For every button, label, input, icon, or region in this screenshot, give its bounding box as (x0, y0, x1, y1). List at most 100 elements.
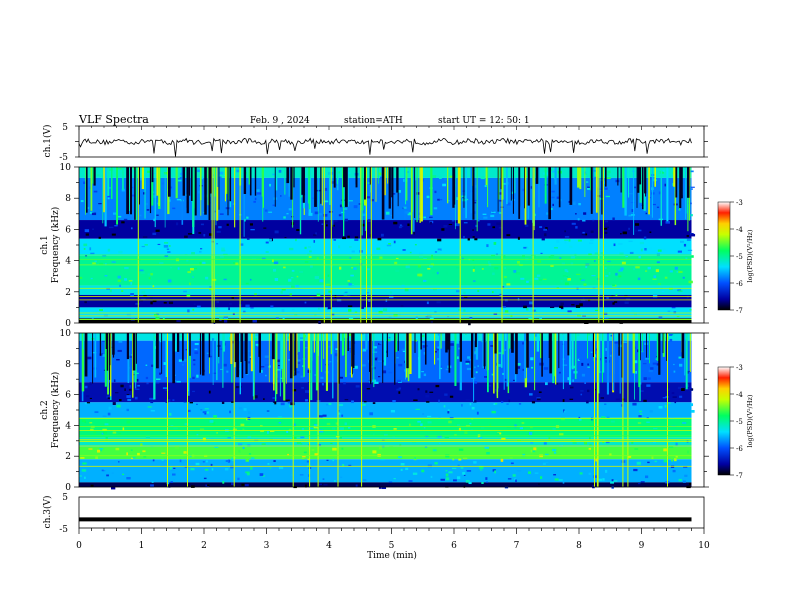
spectrogram-speckle (261, 257, 266, 260)
spectrogram-speckle (348, 200, 353, 202)
spectrogram-speckle (308, 246, 311, 248)
spectrogram-speckle (231, 457, 234, 460)
spectrogram-speckle (280, 377, 284, 379)
spectrogram-speckle (299, 289, 303, 291)
spectrogram-speckle (92, 262, 96, 265)
spectrogram-speckle (223, 278, 227, 281)
spectrogram-speckle (457, 424, 461, 427)
spectrogram-speckle (637, 422, 642, 424)
spectrogram-speckle (625, 298, 631, 300)
spectrogram-speckle (118, 432, 122, 435)
spectrogram-dark-streak (386, 333, 388, 358)
spectrogram-speckle (539, 226, 543, 228)
spectrogram-dark-streak (204, 167, 207, 215)
spectrogram-speckle (304, 261, 309, 263)
spectrogram-speckle (594, 354, 596, 358)
spectrogram-speckle (632, 402, 637, 406)
spectrogram-speckle (115, 392, 119, 394)
spectrogram-speckle (223, 316, 229, 320)
spectrogram-speckle (532, 309, 536, 312)
spectrogram-speckle (181, 363, 185, 366)
spectrogram-speckle (124, 278, 128, 281)
spectrogram-speckle (439, 176, 442, 179)
spectrogram-speckle (238, 407, 243, 410)
spectrogram-dark-streak (515, 333, 518, 375)
spectrogram-speckle (545, 382, 548, 386)
spectrogram-speckle (649, 410, 653, 413)
spectrogram-speckle (612, 217, 615, 221)
spectrogram-dark-streak (191, 167, 193, 201)
spectrogram-speckle (416, 192, 420, 195)
spectrogram-speckle (126, 420, 131, 424)
spectrogram-speckle (585, 233, 588, 236)
spectrogram-speckle (662, 397, 667, 399)
spectrogram-speckle (157, 243, 161, 245)
spectrogram-speckle (682, 276, 685, 279)
spectrogram-speckle (465, 360, 470, 364)
spectrogram-speckle (493, 313, 498, 315)
spectrogram-speckle (520, 277, 525, 280)
spectrogram-speckle (247, 436, 252, 438)
spectrogram-dark-streak (343, 167, 345, 182)
spectrogram-speckle (228, 307, 230, 311)
spectrogram-speckle (245, 458, 249, 462)
spectrogram-speckle (661, 248, 666, 251)
spectrogram-sferic (332, 333, 334, 399)
spectrogram-speckle (562, 399, 565, 402)
spectrogram-dark-streak (397, 333, 399, 351)
spectrogram-speckle (562, 482, 565, 484)
spectrogram-line (79, 455, 692, 457)
spectrogram-speckle (250, 457, 255, 460)
spectrogram-speckle (339, 436, 342, 439)
spectrogram-speckle (657, 249, 662, 252)
spectrogram-dark-streak (105, 333, 108, 349)
spectrogram-speckle (475, 224, 478, 228)
spectrogram-speckle (314, 276, 320, 280)
spectrogram-speckle (207, 438, 212, 440)
spectrogram-speckle (573, 209, 577, 212)
spectrogram-speckle (502, 372, 505, 375)
spectrogram-speckle (591, 275, 596, 277)
spectrogram-speckle (575, 226, 578, 229)
spectrogram-speckle (303, 451, 307, 454)
spectrogram-speckle (671, 307, 676, 309)
spectrogram-speckle (286, 213, 289, 215)
spectrogram-speckle (624, 301, 629, 305)
spectrogram-speckle (635, 370, 637, 374)
spectrogram-sferic (292, 167, 294, 228)
spectrogram-speckle (98, 203, 102, 205)
spectrogram-sferic (638, 333, 640, 388)
spectrogram-speckle (106, 474, 109, 477)
spectrogram-speckle (522, 342, 526, 345)
spectrogram-sferic (275, 167, 278, 191)
spectrogram-speckle (631, 209, 634, 212)
spectrogram-speckle (534, 472, 539, 474)
spectrogram-speckle (140, 271, 145, 274)
spectrogram-sferic (341, 333, 345, 356)
spectrogram-speckle (474, 351, 477, 355)
spectrogram-sferic (215, 167, 217, 226)
spectrogram-speckle (648, 246, 653, 250)
spectrogram-speckle (395, 257, 399, 260)
freq-tick-label: 10 (60, 329, 72, 339)
spectrogram-speckle (676, 316, 680, 318)
spectrogram-speckle (340, 476, 343, 478)
spectrogram-speckle (328, 402, 332, 406)
spectrogram-speckle (560, 280, 563, 283)
spectrogram-speckle (441, 228, 445, 231)
spectrogram-speckle (582, 297, 585, 300)
spectrogram-speckle (107, 196, 110, 200)
spectrogram-speckle (140, 300, 144, 302)
spectrogram-speckle (504, 378, 508, 382)
spectrogram-speckle (679, 395, 683, 398)
spectrogram-speckle (231, 401, 234, 403)
spectrogram-sferic (283, 333, 286, 401)
spectrogram-speckle (516, 363, 521, 366)
spectrogram-sferic (553, 333, 556, 377)
spectrogram-dark-streak (512, 167, 514, 214)
spectrogram-speckle (419, 256, 424, 258)
spectrogram-dark-streak (289, 333, 293, 379)
spectrogram-speckle (539, 279, 542, 281)
spectrogram-speckle (536, 398, 541, 401)
spectrogram-speckle (314, 314, 317, 316)
